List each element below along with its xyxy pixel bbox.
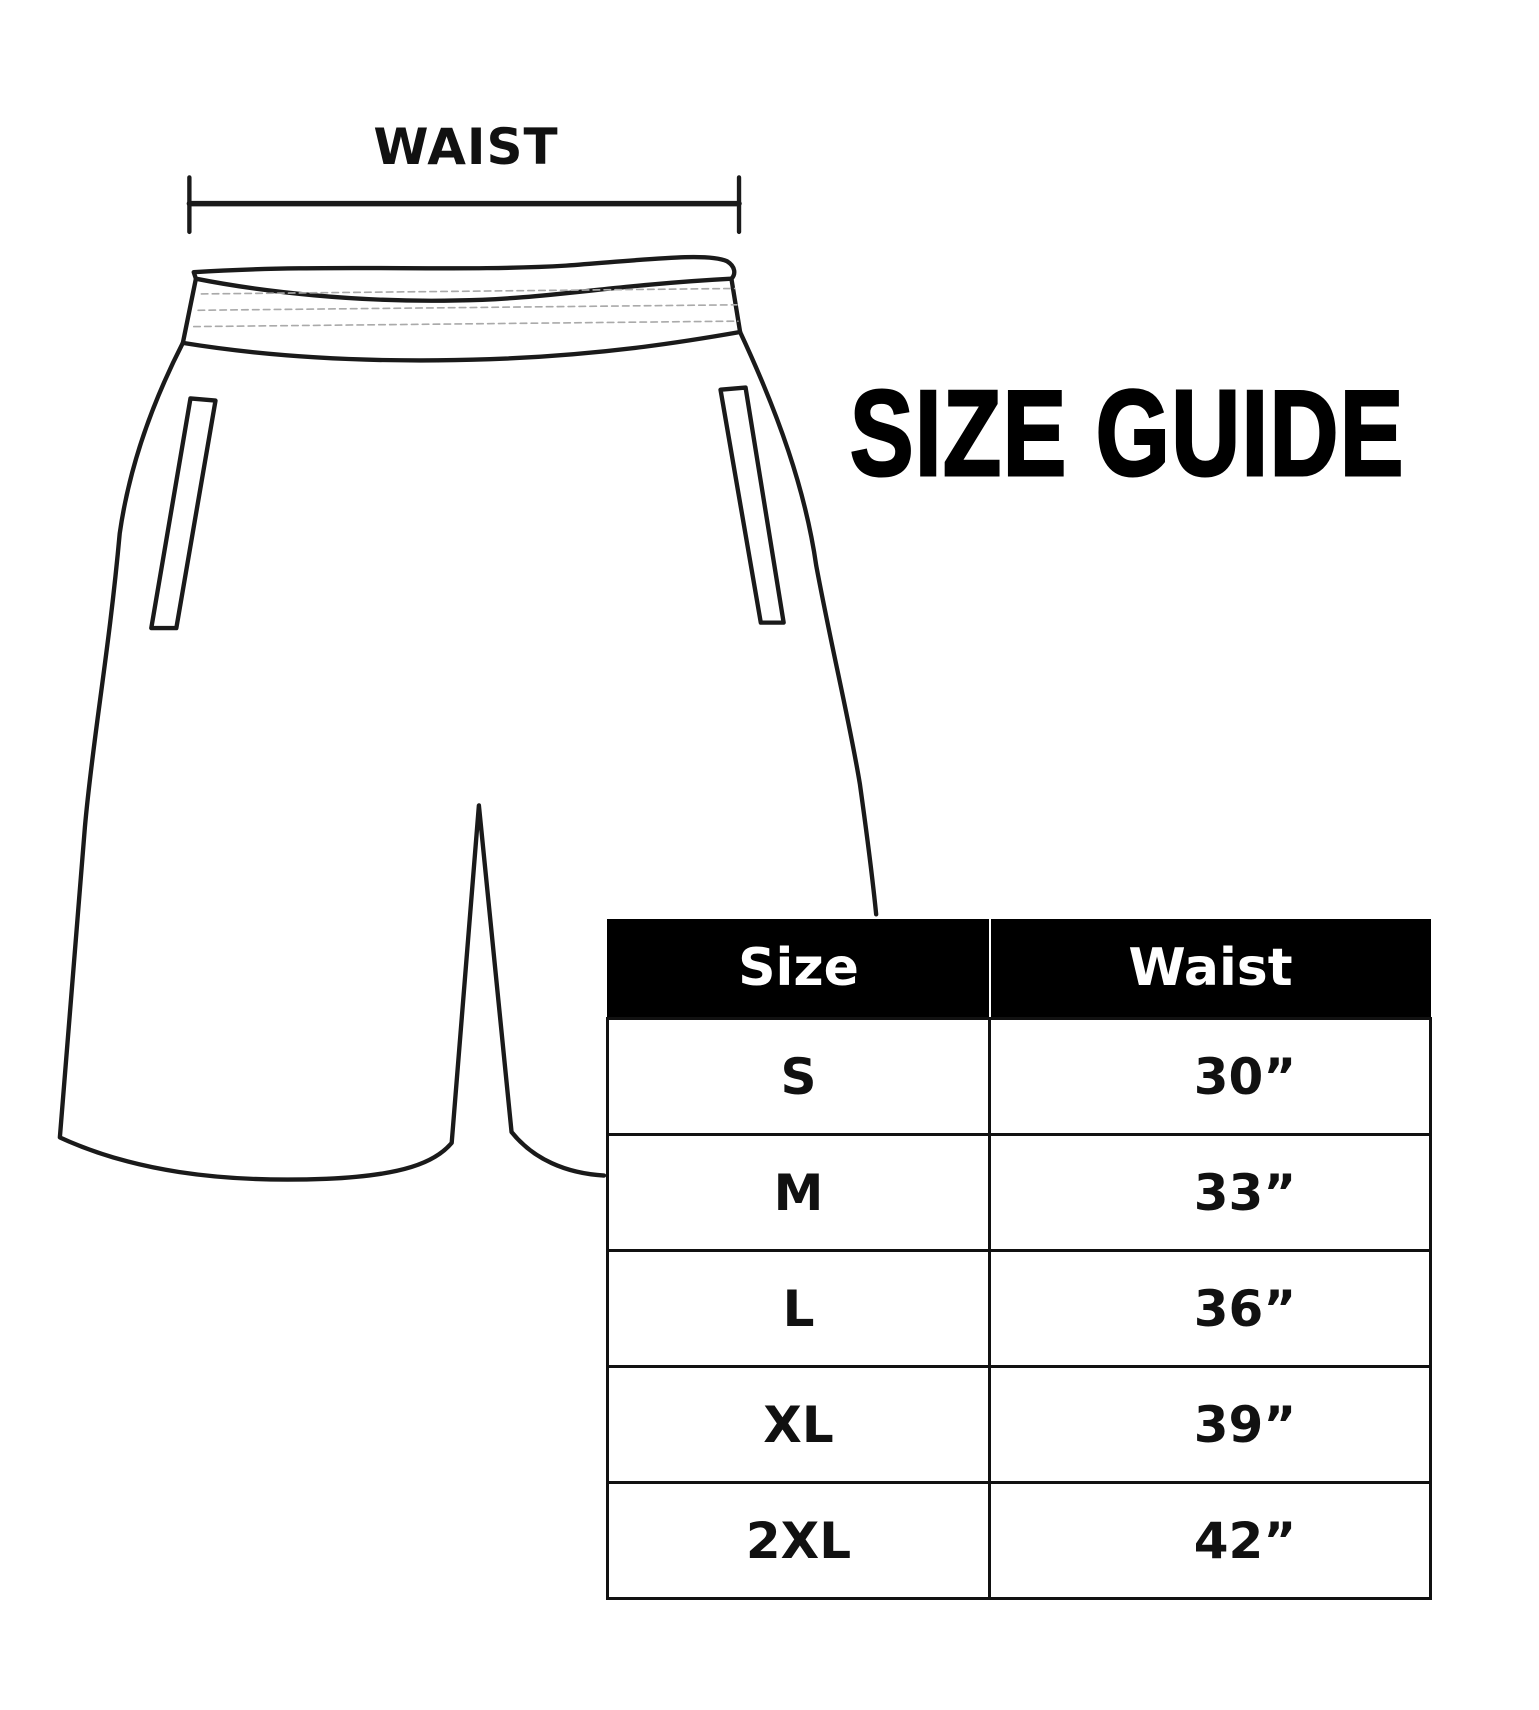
size-cell: XL [606,1365,991,1484]
header-waist: Waist [988,919,1431,1019]
waist-measure-label: WAIST [373,118,559,176]
waist-measure-line [186,175,742,235]
table-row: XL 39” [606,1365,1432,1484]
size-table: Size Waist S 30” M 33” L 36” XL 39” 2XL [606,919,1432,1600]
size-cell: L [606,1249,991,1368]
waist-cell: 42” [988,1481,1432,1600]
shorts-outline [57,329,879,1182]
table-row: L 36” [606,1249,1432,1368]
size-cell: 2XL [606,1481,991,1600]
pockets [149,385,786,631]
waist-cell: 33” [988,1133,1432,1252]
header-size: Size [606,919,990,1019]
size-cell: M [606,1133,991,1252]
waist-cell: 36” [988,1249,1432,1368]
table-row: S 30” [606,1017,1432,1136]
table-row: 2XL 42” [606,1481,1432,1600]
waistband [180,254,743,363]
size-cell: S [606,1017,991,1136]
waist-cell: 39” [988,1365,1432,1484]
table-row: M 33” [606,1133,1432,1252]
table-header-row: Size Waist [606,919,1431,1019]
page-title: SIZE GUIDE [849,365,1405,501]
waist-cell: 30” [988,1017,1432,1136]
